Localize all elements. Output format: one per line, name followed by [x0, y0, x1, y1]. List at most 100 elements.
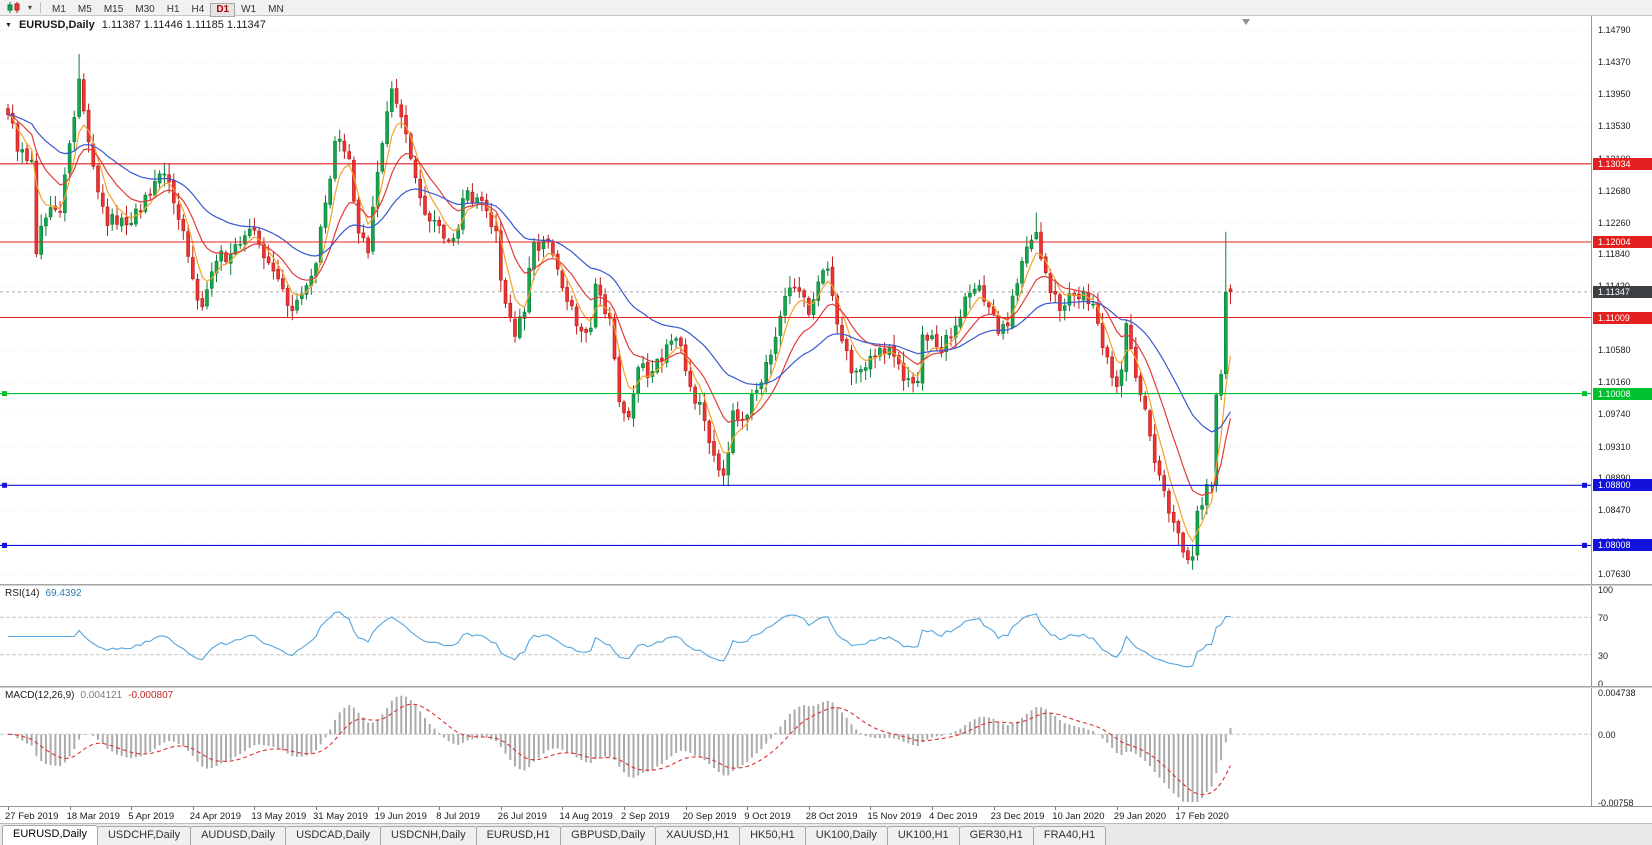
macd-tick-label: -0.00758 — [1598, 798, 1634, 808]
chart-title: ▼ EURUSD,Daily 1.11387 1.11446 1.11185 1… — [5, 19, 266, 31]
timeframe-button-h4[interactable]: H4 — [186, 3, 211, 17]
price-chart-canvas — [0, 19, 1591, 575]
timeframe-button-m30[interactable]: M30 — [129, 3, 160, 17]
line-handle[interactable] — [2, 542, 7, 548]
date-tick-label: 5 Apr 2019 — [128, 811, 175, 822]
date-tick-label: 13 May 2019 — [251, 811, 307, 822]
timeframe-button-m5[interactable]: M5 — [72, 3, 98, 17]
line-handle[interactable] — [2, 391, 7, 397]
time-tick — [747, 807, 749, 810]
price-tick-label: 1.14370 — [1598, 57, 1631, 68]
hline-price-tag[interactable]: 1.10008 — [1593, 387, 1652, 400]
time-tick — [316, 807, 317, 810]
chart-tab-uk100-daily[interactable]: UK100,Daily — [804, 826, 888, 845]
chart-shift-marker[interactable] — [1242, 19, 1250, 25]
price-tick-label: 1.07630 — [1598, 569, 1631, 580]
timeframe-button-mn[interactable]: MN — [262, 3, 290, 17]
macd-tick-label: 0.00 — [1598, 730, 1616, 741]
line-handle[interactable] — [2, 482, 7, 488]
timeframe-button-h1[interactable]: H1 — [161, 3, 186, 17]
price-tick-label: 1.14790 — [1598, 25, 1631, 36]
hline-price-tag[interactable]: 1.08800 — [1593, 479, 1652, 492]
candles-group — [6, 54, 1233, 570]
rsi-tick-label: 100 — [1598, 585, 1614, 595]
date-tick-label: 4 Dec 2019 — [929, 811, 978, 822]
panel-resize-handle[interactable] — [0, 686, 1652, 688]
hline-price-tag[interactable]: 1.12004 — [1593, 236, 1652, 248]
price-gridlines — [0, 29, 1591, 575]
timeframe-button-w1[interactable]: W1 — [235, 3, 262, 17]
price-tick-label: 1.13950 — [1598, 89, 1631, 100]
time-tick — [254, 807, 256, 810]
chart-tab-hk50-h1[interactable]: HK50,H1 — [739, 826, 806, 845]
date-tick-label: 28 Oct 2019 — [805, 811, 858, 822]
price-tick-label: 1.09310 — [1598, 441, 1631, 452]
hline-price-tag[interactable]: 1.13034 — [1593, 157, 1652, 170]
date-tick-label: 20 Sep 2019 — [682, 811, 737, 822]
chart-tab-fra40-h1[interactable]: FRA40,H1 — [1032, 826, 1107, 845]
hline-price-tag[interactable]: 1.11009 — [1593, 311, 1652, 324]
rsi-tick-label: 30 — [1598, 650, 1609, 661]
macd-main-value: 0.004121 — [80, 690, 123, 701]
chart-type-button[interactable] — [3, 1, 25, 15]
chart-tab-eurusd-h1[interactable]: EURUSD,H1 — [475, 826, 562, 845]
date-tick-label: 17 Feb 2020 — [1175, 811, 1229, 822]
time-tick — [993, 807, 995, 810]
chart-type-dropdown[interactable]: ▾ — [25, 1, 35, 15]
rsi-value: 69.4392 — [45, 588, 82, 599]
current-price-tag: 1.11347 — [1593, 285, 1652, 298]
price-tick-label: 1.11840 — [1598, 249, 1630, 260]
line-handle[interactable] — [1582, 391, 1587, 397]
time-tick — [1116, 807, 1118, 810]
chart-tab-gbpusd-daily[interactable]: GBPUSD,Daily — [560, 826, 657, 845]
line-handle[interactable] — [1582, 542, 1587, 548]
chart-tab-usdcad-daily[interactable]: USDCAD,Daily — [285, 826, 382, 845]
date-tick-label: 23 Dec 2019 — [990, 811, 1045, 822]
timeframe-toolbar: M1 M5 M15 M30 H1 H4 D1 W1 MN — [46, 0, 290, 17]
price-chart-panel[interactable]: ▼ EURUSD,Daily 1.11387 1.11446 1.11185 1… — [0, 16, 1591, 584]
chart-symbol-label: EURUSD,Daily — [18, 19, 95, 31]
rsi-label: RSI(14) 69.4392 — [5, 588, 82, 599]
price-tick-label: 1.13530 — [1598, 121, 1631, 132]
chart-tab-eurusd-daily[interactable]: EURUSD,Daily — [2, 825, 98, 845]
date-tick-label: 27 Feb 2019 — [5, 811, 59, 822]
price-tick-label: 1.08470 — [1598, 505, 1631, 516]
timeframe-button-m1[interactable]: M1 — [46, 3, 72, 17]
price-axis[interactable]: 1.147901.143701.139501.135301.131001.126… — [1591, 16, 1652, 808]
expand-panel-icon[interactable]: ▼ — [5, 21, 12, 29]
chart-tab-usdcnh-daily[interactable]: USDCNH,Daily — [380, 826, 477, 845]
date-tick-label: 18 Mar 2019 — [66, 811, 120, 822]
chart-tab-usdchf-daily[interactable]: USDCHF,Daily — [96, 826, 192, 845]
ma-medium-line — [7, 114, 1232, 496]
ma-fast-line — [7, 114, 1232, 543]
macd-panel[interactable]: MACD(12,26,9) 0.004121 -0.000807 — [0, 688, 1591, 806]
timeframe-button-m15[interactable]: M15 — [98, 3, 129, 17]
toolbar-separator — [40, 2, 42, 13]
date-tick-label: 9 Oct 2019 — [744, 811, 791, 822]
rsi-line — [8, 611, 1231, 668]
timeframe-button-d1[interactable]: D1 — [210, 2, 236, 17]
panel-resize-handle[interactable] — [0, 584, 1652, 586]
date-tick-label: 24 Apr 2019 — [189, 811, 242, 822]
price-tick-label: 1.10160 — [1598, 377, 1631, 387]
date-tick-label: 26 Jul 2019 — [497, 811, 547, 822]
chart-tab-uk100-h1[interactable]: UK100,H1 — [886, 826, 960, 845]
chart-tab-audusd-daily[interactable]: AUDUSD,Daily — [190, 826, 287, 845]
time-tick — [131, 807, 133, 810]
hline-price-tag[interactable]: 1.08008 — [1593, 539, 1652, 552]
time-tick — [439, 807, 441, 810]
time-axis[interactable]: 27 Feb 2019 18 Mar 2019 5 Apr 2019 24 Apr 2… — [0, 806, 1652, 823]
line-handle[interactable] — [1582, 482, 1587, 488]
date-tick-label: 8 Jul 2019 — [436, 811, 481, 822]
price-tick-label: 1.12680 — [1598, 185, 1631, 196]
time-tick — [377, 807, 379, 810]
time-tick — [69, 807, 71, 810]
time-tick — [562, 807, 564, 810]
date-tick-label: 15 Nov 2019 — [867, 811, 922, 822]
rsi-panel[interactable]: RSI(14) 69.4392 — [0, 586, 1591, 686]
date-tick-label: 29 Jan 2020 — [1113, 811, 1167, 822]
macd-signal-value: -0.000807 — [128, 690, 174, 701]
chart-tab-ger30-h1[interactable]: GER30,H1 — [958, 826, 1034, 845]
chart-tab-xauusd-h1[interactable]: XAUUSD,H1 — [655, 826, 741, 845]
time-tick — [1178, 807, 1180, 810]
